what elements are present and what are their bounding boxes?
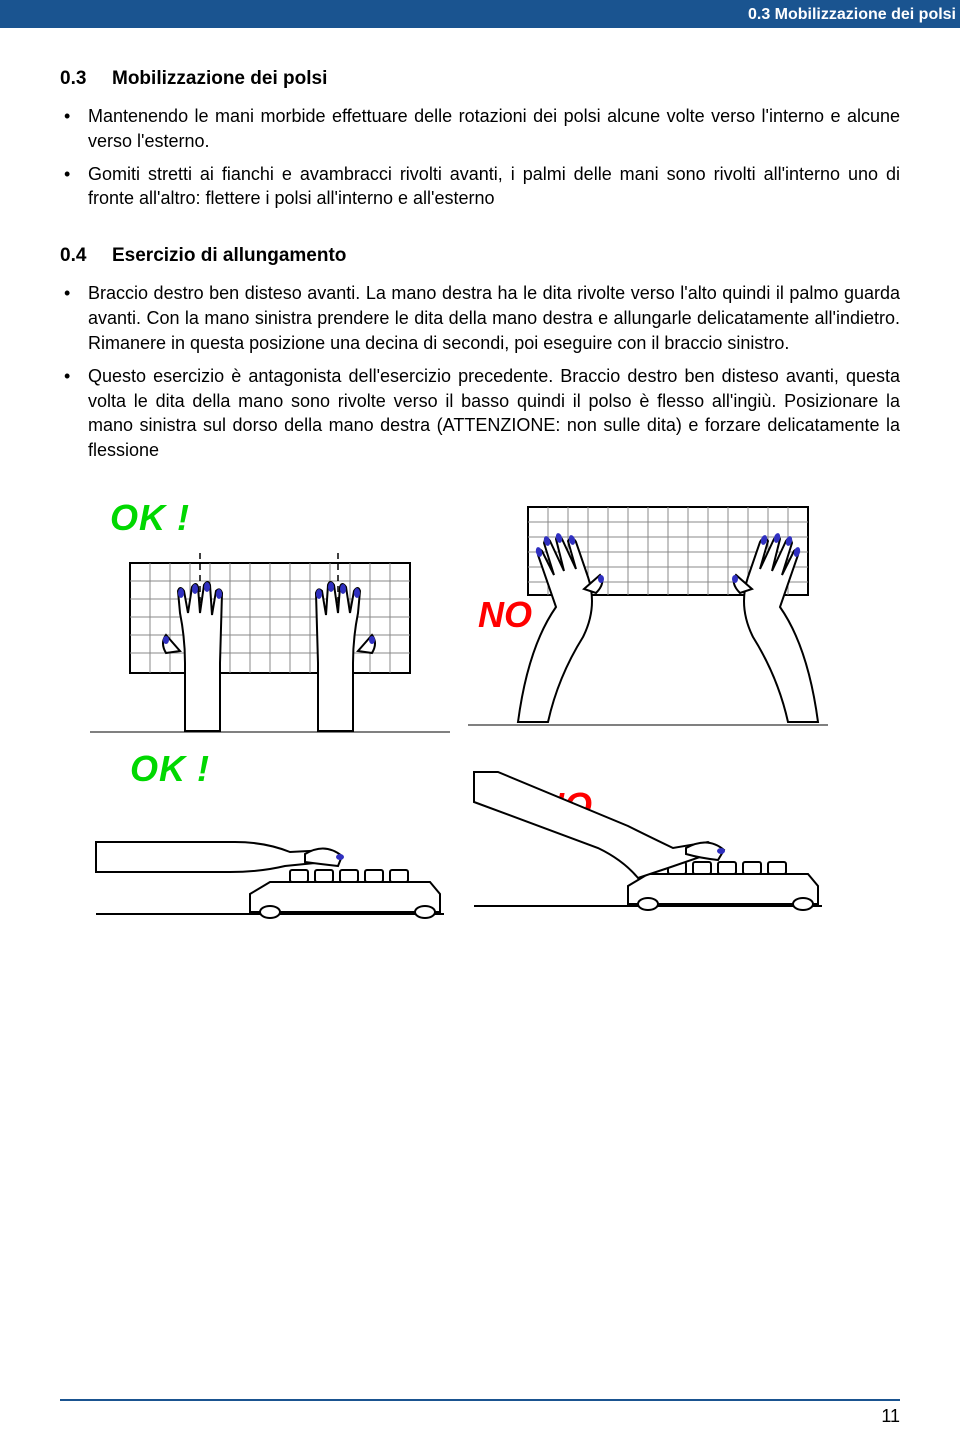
list-item: Braccio destro ben disteso avanti. La ma… bbox=[88, 281, 900, 355]
hands-bent-icon: NO bbox=[468, 497, 828, 727]
no-panel-side: NO bbox=[468, 748, 828, 933]
ok-label: OK ! bbox=[130, 748, 450, 790]
list-item: Mantenendo le mani morbide effettuare de… bbox=[88, 104, 900, 154]
bullet-list-0-3: Mantenendo le mani morbide effettuare de… bbox=[60, 104, 900, 211]
section-heading-0-4: 0.4Esercizio di allungamento bbox=[60, 245, 900, 267]
ergonomics-figure: OK ! bbox=[60, 497, 900, 939]
header-bar: 0.3 Mobilizzazione dei polsi bbox=[0, 0, 960, 28]
section-title: Mobilizzazione dei polsi bbox=[112, 68, 327, 89]
footer-rule bbox=[60, 1399, 900, 1401]
ok-panel-side: OK ! bbox=[90, 748, 450, 939]
bullet-list-0-4: Braccio destro ben disteso avanti. La ma… bbox=[60, 281, 900, 463]
svg-text:NO: NO bbox=[478, 594, 532, 635]
header-title: 0.3 Mobilizzazione dei polsi bbox=[748, 6, 956, 24]
section-number: 0.4 bbox=[60, 245, 112, 267]
section-title: Esercizio di allungamento bbox=[112, 245, 346, 266]
wrist-bent-icon: NO bbox=[468, 748, 828, 928]
list-item: Gomiti stretti ai fianchi e avambracci r… bbox=[88, 162, 900, 212]
ok-panel-top: OK ! bbox=[90, 497, 450, 738]
figure-row-top: OK ! bbox=[90, 497, 870, 738]
ok-label: OK ! bbox=[110, 497, 450, 539]
page-number: 11 bbox=[881, 1406, 900, 1427]
hands-straight-icon bbox=[90, 543, 450, 733]
section-heading-0-3: 0.3Mobilizzazione dei polsi bbox=[60, 68, 900, 90]
wrist-flat-icon bbox=[90, 794, 450, 934]
list-item: Questo esercizio è antagonista dell'eser… bbox=[88, 364, 900, 463]
no-panel-top: NO bbox=[468, 497, 828, 732]
main-content: 0.3Mobilizzazione dei polsi Mantenendo l… bbox=[0, 28, 960, 939]
figure-row-side: OK ! bbox=[90, 748, 870, 939]
section-number: 0.3 bbox=[60, 68, 112, 90]
